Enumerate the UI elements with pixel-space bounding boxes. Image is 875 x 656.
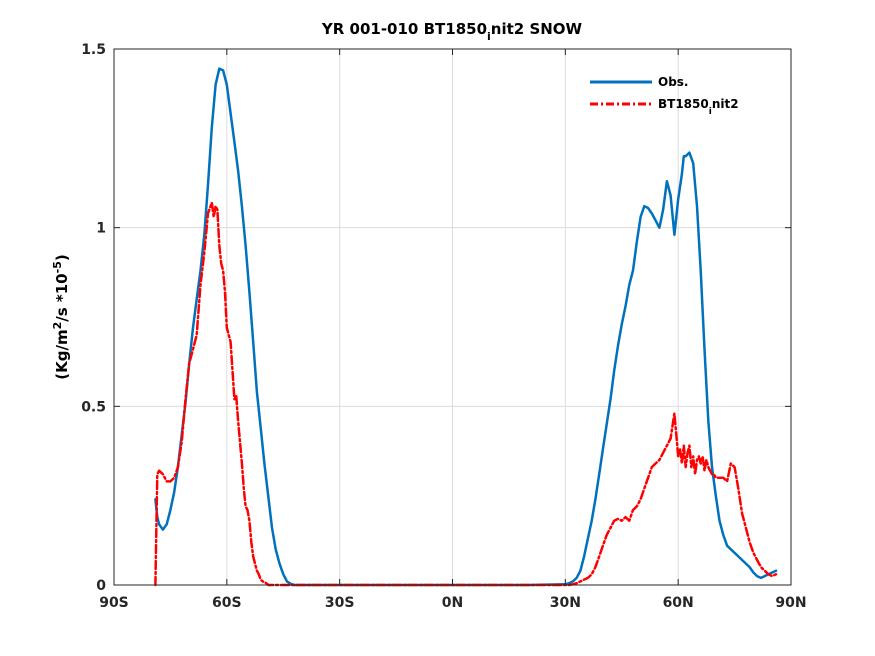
legend-label-bt1850init2: BT1850init2	[658, 97, 739, 117]
y-tick-label: 1	[96, 221, 106, 237]
y-tick-label: 0	[96, 578, 106, 594]
series-line-obs	[154, 67, 778, 587]
chart-title: YR 001-010 BT1850init2 SNOW	[321, 20, 583, 43]
y-tick-label: 1.5	[81, 42, 106, 58]
series-line-bt1850init2	[154, 201, 778, 587]
x-tick-label: 90N	[775, 595, 806, 611]
x-tick-label: 60N	[663, 595, 694, 611]
y-axis-label: (Kg/m2/s *10-5)	[51, 254, 71, 379]
x-tick-label: 0N	[442, 595, 463, 611]
ticks: 90S 60S 30S 0N 30N 60N 90N 0 0.5 1 1.5	[81, 42, 806, 611]
legend: Obs. BT1850init2	[590, 75, 739, 117]
y-tick-label: 0.5	[81, 399, 106, 415]
grid	[114, 49, 791, 585]
x-tick-label: 60S	[212, 595, 242, 611]
x-tick-label: 30S	[325, 595, 355, 611]
x-tick-label: 30N	[550, 595, 581, 611]
series-layer	[154, 67, 778, 587]
legend-label-obs: Obs.	[658, 75, 689, 89]
x-tick-label: 90S	[99, 595, 129, 611]
